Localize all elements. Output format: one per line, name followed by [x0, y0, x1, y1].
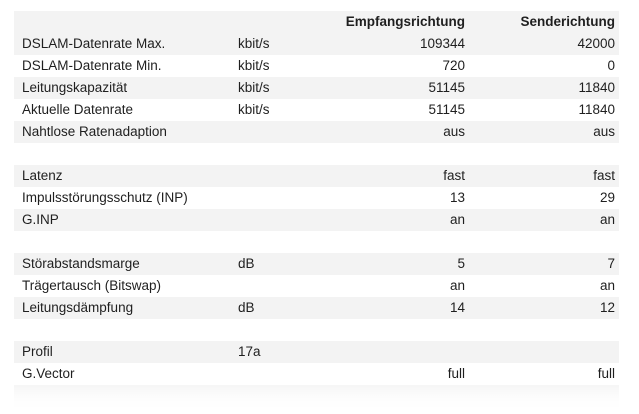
table-row: Aktuelle Datenrate kbit/s 51145 11840 — [14, 99, 619, 121]
table-header-row: Empfangsrichtung Senderichtung — [14, 11, 619, 33]
row-unit — [230, 319, 304, 341]
row-downstream-value: 51145 — [304, 99, 469, 121]
table-row: Trägertausch (Bitswap) an an — [14, 275, 619, 297]
table-row: Latenz fast fast — [14, 165, 619, 187]
table-row: G.Vector full full — [14, 363, 619, 385]
row-label: Impulsstörungsschutz (INP) — [14, 187, 230, 209]
row-upstream-value — [469, 385, 619, 407]
row-unit — [230, 187, 304, 209]
row-label — [14, 231, 230, 253]
row-label: Leitungsdämpfung — [14, 297, 230, 319]
row-downstream-value: 14 — [304, 297, 469, 319]
row-unit — [230, 385, 304, 407]
row-unit — [230, 275, 304, 297]
table-row: DSLAM-Datenrate Min. kbit/s 720 0 — [14, 55, 619, 77]
table-row: Störabstandsmarge dB 5 7 — [14, 253, 619, 275]
row-downstream-value — [304, 143, 469, 165]
row-unit: kbit/s — [230, 99, 304, 121]
row-downstream-value: 720 — [304, 55, 469, 77]
row-label — [14, 143, 230, 165]
row-downstream-value — [304, 385, 469, 407]
row-unit: 17a — [230, 341, 304, 363]
row-upstream-value: an — [469, 275, 619, 297]
table-row: G.INP an an — [14, 209, 619, 231]
row-downstream-value: an — [304, 209, 469, 231]
row-upstream-value: full — [469, 363, 619, 385]
row-unit: kbit/s — [230, 77, 304, 99]
row-downstream-value: 5 — [304, 253, 469, 275]
row-upstream-value: aus — [469, 121, 619, 143]
row-label: Profil — [14, 341, 230, 363]
row-downstream-value: 109344 — [304, 33, 469, 55]
row-downstream-value: aus — [304, 121, 469, 143]
table-spacer-row — [14, 385, 619, 407]
row-label: DSLAM-Datenrate Max. — [14, 33, 230, 55]
row-label: Störabstandsmarge — [14, 253, 230, 275]
row-label: Leitungskapazität — [14, 77, 230, 99]
row-upstream-value: 29 — [469, 187, 619, 209]
row-label: Nahtlose Ratenadaption — [14, 121, 230, 143]
row-upstream-value: an — [469, 209, 619, 231]
row-upstream-value: 11840 — [469, 77, 619, 99]
table-spacer-row — [14, 319, 619, 341]
row-downstream-value: fast — [304, 165, 469, 187]
row-upstream-value: 11840 — [469, 99, 619, 121]
row-unit: dB — [230, 297, 304, 319]
row-upstream-value — [469, 341, 619, 363]
row-unit: dB — [230, 253, 304, 275]
table-spacer-row — [14, 231, 619, 253]
row-unit — [230, 363, 304, 385]
row-unit: kbit/s — [230, 55, 304, 77]
row-downstream-value: 51145 — [304, 77, 469, 99]
table-row: DSLAM-Datenrate Max. kbit/s 109344 42000 — [14, 33, 619, 55]
row-downstream-value — [304, 341, 469, 363]
row-label: Latenz — [14, 165, 230, 187]
row-upstream-value: 7 — [469, 253, 619, 275]
row-unit: kbit/s — [230, 33, 304, 55]
row-downstream-value — [304, 319, 469, 341]
row-label: Aktuelle Datenrate — [14, 99, 230, 121]
row-unit — [230, 165, 304, 187]
dsl-line-table: Empfangsrichtung Senderichtung DSLAM-Dat… — [14, 11, 619, 407]
row-label — [14, 385, 230, 407]
row-upstream-value — [469, 319, 619, 341]
table-spacer-row — [14, 143, 619, 165]
row-upstream-value — [469, 143, 619, 165]
row-upstream-value: 12 — [469, 297, 619, 319]
header-downstream-column: Empfangsrichtung — [304, 11, 469, 33]
table-row: Nahtlose Ratenadaption aus aus — [14, 121, 619, 143]
header-label-column — [14, 11, 230, 33]
row-downstream-value: full — [304, 363, 469, 385]
row-unit — [230, 209, 304, 231]
table-row: Leitungsdämpfung dB 14 12 — [14, 297, 619, 319]
row-downstream-value: an — [304, 275, 469, 297]
row-downstream-value: 13 — [304, 187, 469, 209]
table-body: DSLAM-Datenrate Max. kbit/s 109344 42000… — [14, 33, 619, 407]
row-unit — [230, 143, 304, 165]
row-upstream-value: fast — [469, 165, 619, 187]
row-label: G.Vector — [14, 363, 230, 385]
row-label: DSLAM-Datenrate Min. — [14, 55, 230, 77]
row-upstream-value — [469, 231, 619, 253]
header-upstream-column: Senderichtung — [469, 11, 619, 33]
row-upstream-value: 0 — [469, 55, 619, 77]
row-unit — [230, 121, 304, 143]
header-unit-column — [230, 11, 304, 33]
table-row: Impulsstörungsschutz (INP) 13 29 — [14, 187, 619, 209]
row-unit — [230, 231, 304, 253]
row-downstream-value — [304, 231, 469, 253]
row-label — [14, 319, 230, 341]
table-row: Leitungskapazität kbit/s 51145 11840 — [14, 77, 619, 99]
row-label: G.INP — [14, 209, 230, 231]
row-upstream-value: 42000 — [469, 33, 619, 55]
table-row: Profil 17a — [14, 341, 619, 363]
row-label: Trägertausch (Bitswap) — [14, 275, 230, 297]
